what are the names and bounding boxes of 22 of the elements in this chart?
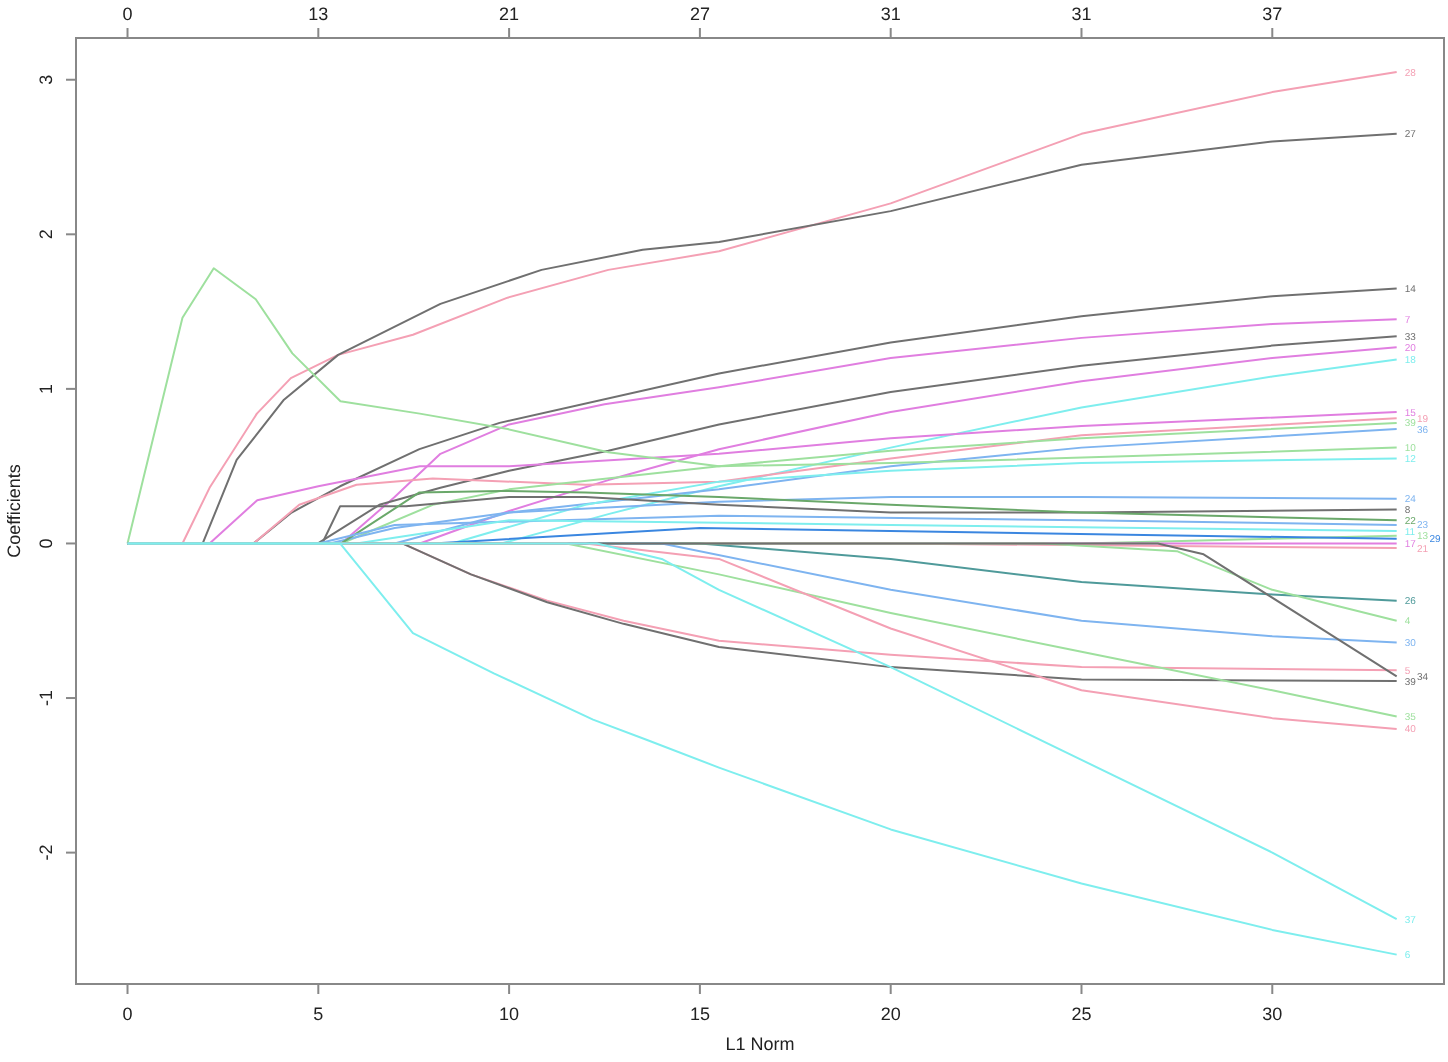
x-tick-label: 10 xyxy=(499,1004,520,1024)
x-tick-label: 30 xyxy=(1262,1004,1283,1024)
text: 13 xyxy=(308,4,329,24)
x-tick-label: 20 xyxy=(880,1004,901,1024)
y-tick-label: -1 xyxy=(36,690,56,707)
y-tick-label: 3 xyxy=(36,74,56,85)
y-tick-label: 2 xyxy=(36,229,56,240)
x-axis-title: L1 Norm xyxy=(725,1034,795,1054)
x-tick-label: 0 xyxy=(122,1004,133,1024)
text: 21 xyxy=(499,4,520,24)
text: 37 xyxy=(1262,4,1283,24)
x-tick-label: 15 xyxy=(689,1004,710,1024)
y-tick-label: 0 xyxy=(36,538,56,549)
text: 27 xyxy=(689,4,710,24)
y-axis-title: Coefficients xyxy=(4,463,24,558)
x-tick-label: 5 xyxy=(313,1004,324,1024)
y-tick-label: 1 xyxy=(36,383,56,394)
text: 0 xyxy=(122,4,133,24)
x-tick-label: 25 xyxy=(1071,1004,1092,1024)
text: 31 xyxy=(1071,4,1092,24)
y-tick-label: -2 xyxy=(36,844,56,861)
text: 31 xyxy=(880,4,901,24)
